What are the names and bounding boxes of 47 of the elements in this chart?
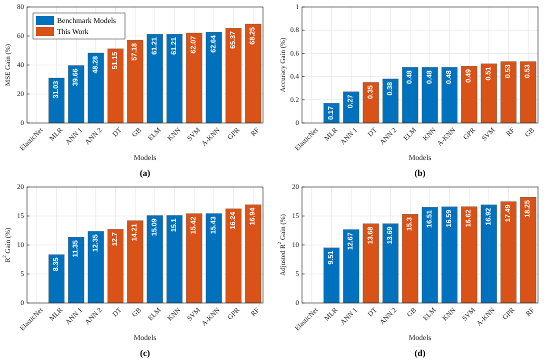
bar	[500, 61, 517, 124]
bar	[402, 214, 418, 304]
bar	[382, 78, 399, 124]
text: (c)	[140, 348, 150, 358]
bar	[127, 40, 144, 124]
bar	[520, 197, 536, 304]
bar	[500, 201, 517, 304]
bar	[206, 32, 222, 124]
text: (a)	[140, 168, 150, 178]
bar	[343, 92, 360, 124]
bar	[245, 24, 262, 124]
bar	[480, 64, 497, 124]
bar	[107, 48, 124, 124]
bar	[166, 215, 183, 304]
bar	[225, 28, 242, 124]
bar	[343, 229, 360, 304]
bar	[441, 206, 458, 304]
bar	[362, 224, 379, 304]
bar	[480, 204, 497, 304]
bar	[186, 213, 202, 304]
bar	[146, 215, 163, 304]
bar	[461, 206, 478, 304]
bar	[146, 34, 163, 124]
bar	[48, 78, 65, 124]
bar	[206, 213, 222, 304]
bar	[68, 65, 84, 124]
bar	[402, 67, 418, 124]
bar	[422, 207, 438, 304]
bar	[461, 66, 478, 124]
bar	[127, 220, 144, 304]
text: (d)	[414, 348, 426, 358]
bar	[186, 32, 202, 124]
bar	[422, 67, 438, 124]
bar	[382, 223, 399, 304]
bar	[88, 52, 104, 124]
bar	[520, 61, 536, 124]
bar	[88, 231, 104, 304]
bar	[323, 248, 340, 304]
bar	[107, 229, 124, 304]
bar	[48, 254, 65, 304]
text: (b)	[414, 168, 426, 178]
bar	[362, 82, 379, 124]
bar	[441, 67, 458, 124]
bar	[166, 34, 183, 124]
bar	[245, 204, 262, 304]
bar	[225, 208, 242, 304]
bar	[68, 237, 84, 304]
